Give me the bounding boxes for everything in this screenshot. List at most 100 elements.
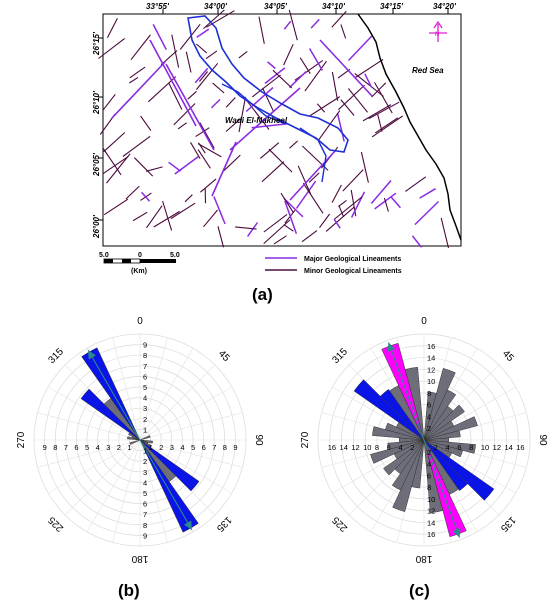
ring-label: 7 — [143, 510, 147, 519]
ring-label: 16 — [516, 443, 524, 452]
ring-label: 6 — [387, 443, 391, 452]
minor-lineament — [129, 76, 139, 84]
minor-lineament — [362, 104, 392, 122]
minor-lineament — [272, 69, 293, 89]
minor-lineament — [360, 151, 369, 183]
major-lineament — [336, 113, 345, 142]
grid-spoke — [86, 439, 141, 532]
ring-label: 8 — [469, 443, 473, 452]
minor-lineament — [368, 101, 400, 120]
grid-spoke — [139, 386, 232, 441]
minor-lineament — [217, 226, 225, 248]
minor-lineament — [331, 10, 347, 28]
minor-lineament — [263, 219, 291, 245]
ring-label: 10 — [363, 443, 371, 452]
minor-lineament — [331, 71, 339, 101]
grid-spoke — [112, 439, 141, 543]
lat-label-3: 26°05' — [92, 152, 101, 177]
minor-lineament — [301, 230, 318, 243]
minor-lineament — [246, 100, 270, 130]
rose-petal-blue — [379, 389, 469, 491]
minor-lineament — [288, 9, 298, 41]
major-lineament — [370, 180, 392, 204]
major-lineament — [210, 98, 221, 109]
minor-lineament — [304, 60, 327, 92]
minor-lineament — [122, 135, 151, 157]
minor-lineament — [195, 127, 210, 138]
minor-lineament — [145, 166, 163, 172]
lon-label-5: 34°15' — [380, 2, 404, 11]
panel-label-c: (c) — [409, 581, 430, 600]
wadi-label: Wadi El-Nakheel — [225, 116, 288, 125]
ring-label: 9 — [143, 341, 147, 350]
ring-label: 9 — [143, 531, 147, 540]
grid-spoke — [139, 364, 216, 441]
minor-lineament — [354, 72, 384, 97]
minor-lineament — [225, 118, 241, 132]
minor-lineament — [190, 142, 201, 159]
ring-label: 2 — [410, 443, 414, 452]
minor-lineament — [162, 200, 173, 231]
ring-label: 2 — [143, 457, 147, 466]
minor-lineament — [102, 155, 129, 175]
ring-label: 5 — [143, 383, 147, 392]
major-lineament — [229, 87, 301, 151]
mean-vector-arrowhead — [387, 342, 396, 352]
grid-spoke — [37, 412, 141, 441]
major-lineament — [174, 155, 199, 175]
panel-label-b: (b) — [118, 581, 140, 600]
rose-petal-blue — [353, 379, 495, 501]
minor-lineament — [195, 62, 219, 90]
minor-lineament — [103, 198, 129, 216]
sea-label: Red Sea — [412, 66, 444, 75]
coastline — [357, 13, 462, 241]
direction-label: 90 — [537, 434, 548, 446]
ring-label: 1 — [143, 425, 147, 434]
major-lineament — [283, 20, 292, 30]
minor-lineament — [331, 184, 342, 203]
minor-lineament — [259, 142, 280, 159]
ring-label: 4 — [446, 443, 450, 452]
minor-lineament — [206, 10, 235, 28]
minor-lineament — [146, 205, 163, 229]
ring-label: 2 — [143, 415, 147, 424]
minor-lineament — [258, 16, 265, 44]
ring-label: 7 — [143, 362, 147, 371]
ring-label: 6 — [202, 443, 206, 452]
minor-lineament — [173, 103, 196, 126]
major-lineament — [308, 48, 324, 71]
minor-lineament — [309, 96, 341, 117]
minor-lineament — [225, 97, 236, 108]
minor-lineament — [302, 182, 324, 214]
north-arrow-icon — [429, 20, 447, 42]
minor-lineament — [197, 149, 211, 169]
major-lineament — [333, 218, 341, 229]
ring-label: 3 — [170, 443, 174, 452]
ring-label: 8 — [143, 351, 147, 360]
minor-lineament — [106, 18, 118, 38]
rose-petal-blue — [80, 388, 200, 492]
ring-label: 12 — [493, 443, 501, 452]
lon-label-6: 34°20' — [433, 2, 457, 11]
geological-map: Red Sea Wadi El-Nakheel N 33°55' 34°00' … — [92, 2, 462, 275]
ring-label: 6 — [427, 401, 431, 410]
major-lineament — [152, 24, 167, 51]
ring-label: 9 — [233, 443, 237, 452]
ring-label: 12 — [351, 443, 359, 452]
minor-lineament — [283, 224, 294, 232]
map-frame — [102, 13, 462, 247]
rose-petal-gray — [392, 368, 456, 512]
rose-petal-gray — [131, 436, 149, 444]
direction-label: 270 — [16, 431, 27, 448]
ring-label: 5 — [191, 443, 195, 452]
minor-lineament — [179, 23, 201, 50]
minor-lineament — [197, 143, 222, 158]
major-lineament — [264, 67, 286, 84]
major-lineament — [288, 70, 307, 89]
rose-petal-gray — [385, 422, 463, 458]
ring-label: 14 — [340, 443, 348, 452]
minor-lineament — [262, 87, 275, 112]
direction-label: 315 — [330, 346, 350, 366]
